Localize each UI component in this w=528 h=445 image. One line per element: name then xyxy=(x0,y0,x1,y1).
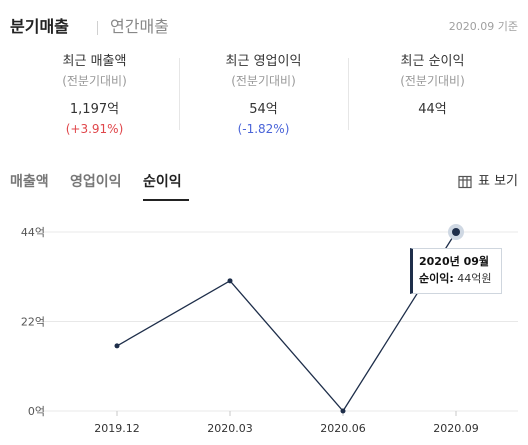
tab-divider xyxy=(97,21,98,35)
tab-operating-profit[interactable]: 영업이익 xyxy=(70,174,122,190)
metric-title: 최근 순이익 xyxy=(400,54,465,69)
x-tick-label: 2020.06 xyxy=(320,422,366,435)
tooltip-title: 2020년 09월 xyxy=(419,255,489,268)
table-view-label: 표 보기 xyxy=(477,174,518,189)
metric-recent-net-income: 최근 순이익 (전분기대비) 44억 xyxy=(348,52,517,142)
tab-revenue[interactable]: 매출액 xyxy=(10,174,49,190)
metric-title: 최근 영업이익 xyxy=(225,54,302,69)
metric-subtitle: (전분기대비) xyxy=(62,74,127,88)
data-point xyxy=(340,408,346,414)
series-line xyxy=(116,231,457,413)
tooltip-label: 순이익: xyxy=(419,272,454,285)
data-point xyxy=(227,278,233,284)
tab-net-income[interactable]: 순이익 xyxy=(143,174,182,190)
metric-subtitle: (전분기대비) xyxy=(231,74,296,88)
period-header: 분기매출 연간매출 2020.09 기준 xyxy=(10,14,518,40)
tab-quarterly-revenue[interactable]: 분기매출 xyxy=(10,17,69,36)
metrics-summary: 최근 매출액 (전분기대비) 1,197억 (+3.91%) 최근 영업이익 (… xyxy=(10,52,518,142)
y-tick-label: 0억 xyxy=(28,405,45,418)
y-tick-label: 22억 xyxy=(21,316,45,329)
table-icon xyxy=(458,175,472,189)
metric-recent-operating-profit: 최근 영업이익 (전분기대비) 54억 (-1.82%) xyxy=(179,52,348,142)
metric-value: 44억 xyxy=(418,102,447,117)
metric-subtitle: (전분기대비) xyxy=(400,74,465,88)
metric-divider xyxy=(348,58,349,130)
data-point xyxy=(452,228,460,236)
y-tick-label: 44억 xyxy=(21,226,45,239)
metric-title: 최근 매출액 xyxy=(62,54,127,69)
x-tick-label: 2020.09 xyxy=(433,422,479,435)
metric-sub-tabs: 매출액 영업이익 순이익 표 보기 xyxy=(10,170,518,202)
metric-change: (+3.91%) xyxy=(65,122,124,136)
metric-value: 54억 xyxy=(249,102,278,117)
chart-svg: 0억 22억 44억 2019.12 2020.03 2020.06 2020.09 xyxy=(21,224,518,435)
net-income-line-chart: 0억 22억 44억 2019.12 2020.03 2020.06 2020.09 xyxy=(0,210,528,445)
basis-date: 2020.09 기준 xyxy=(448,20,518,33)
x-tick-label: 2020.03 xyxy=(207,422,253,435)
tab-annual-revenue[interactable]: 연간매출 xyxy=(110,17,169,36)
chart-tooltip: 2020년 09월 순이익: 44억원 xyxy=(410,248,502,294)
metric-value: 1,197억 xyxy=(69,102,120,117)
metric-recent-revenue: 최근 매출액 (전분기대비) 1,197억 (+3.91%) xyxy=(10,52,179,142)
data-point xyxy=(114,343,120,349)
x-tick-label: 2019.12 xyxy=(94,422,140,435)
metric-divider xyxy=(179,58,180,130)
metric-change: (-1.82%) xyxy=(237,122,290,136)
tooltip-value: 44억원 xyxy=(457,272,492,285)
table-view-button[interactable]: 표 보기 xyxy=(458,170,518,194)
active-tab-underline xyxy=(143,199,189,201)
